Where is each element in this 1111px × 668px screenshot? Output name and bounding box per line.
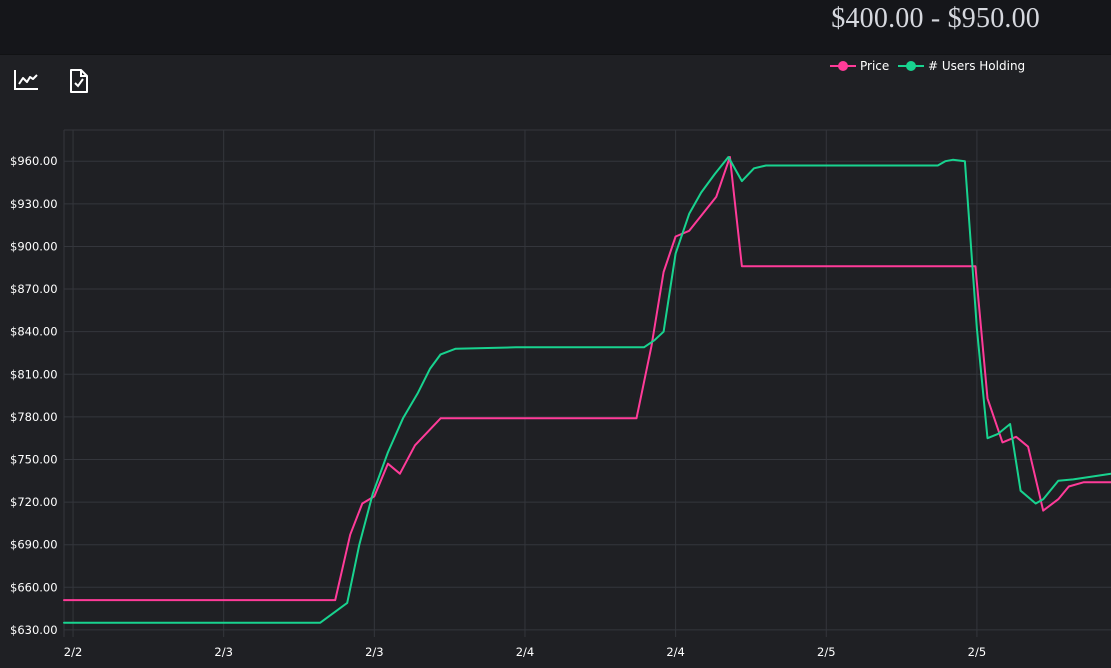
y-tick-label: $690.00 xyxy=(10,538,58,552)
x-tick-label: 2/4 xyxy=(666,645,685,659)
y-tick-label: $960.00 xyxy=(10,154,58,168)
y-tick-label: $840.00 xyxy=(10,325,58,339)
price-range-label: $400.00 - $950.00 xyxy=(831,3,1040,34)
y-tick-label: $900.00 xyxy=(10,239,58,253)
x-tick-label: 2/5 xyxy=(817,645,836,659)
y-tick-label: $810.00 xyxy=(10,367,58,381)
y-tick-label: $780.00 xyxy=(10,410,58,424)
y-tick-label: $630.00 xyxy=(10,623,58,637)
y-tick-label: $720.00 xyxy=(10,495,58,509)
legend-marker-users-holding xyxy=(898,61,924,71)
x-tick-label: 2/2 xyxy=(64,645,83,659)
series-line-users-holding xyxy=(63,156,1111,624)
legend-label-price: Price xyxy=(860,59,890,73)
y-tick-label: $930.00 xyxy=(10,197,58,211)
header-bar: $400.00 - $950.00 xyxy=(0,0,1111,55)
x-tick-label: 2/3 xyxy=(365,645,384,659)
x-tick-label: 2/4 xyxy=(516,645,535,659)
series-line-price xyxy=(63,156,1111,602)
y-tick-label: $660.00 xyxy=(10,580,58,594)
x-tick-label: 2/5 xyxy=(968,645,987,659)
document-check-icon[interactable] xyxy=(66,67,94,95)
y-tick-label: $750.00 xyxy=(10,452,58,466)
y-tick-label: $870.00 xyxy=(10,282,58,296)
legend-label-users-holding: # Users Holding xyxy=(928,59,1026,73)
chart-line-icon[interactable] xyxy=(12,67,40,95)
legend-marker-price xyxy=(830,61,856,71)
x-tick-label: 2/3 xyxy=(214,645,233,659)
